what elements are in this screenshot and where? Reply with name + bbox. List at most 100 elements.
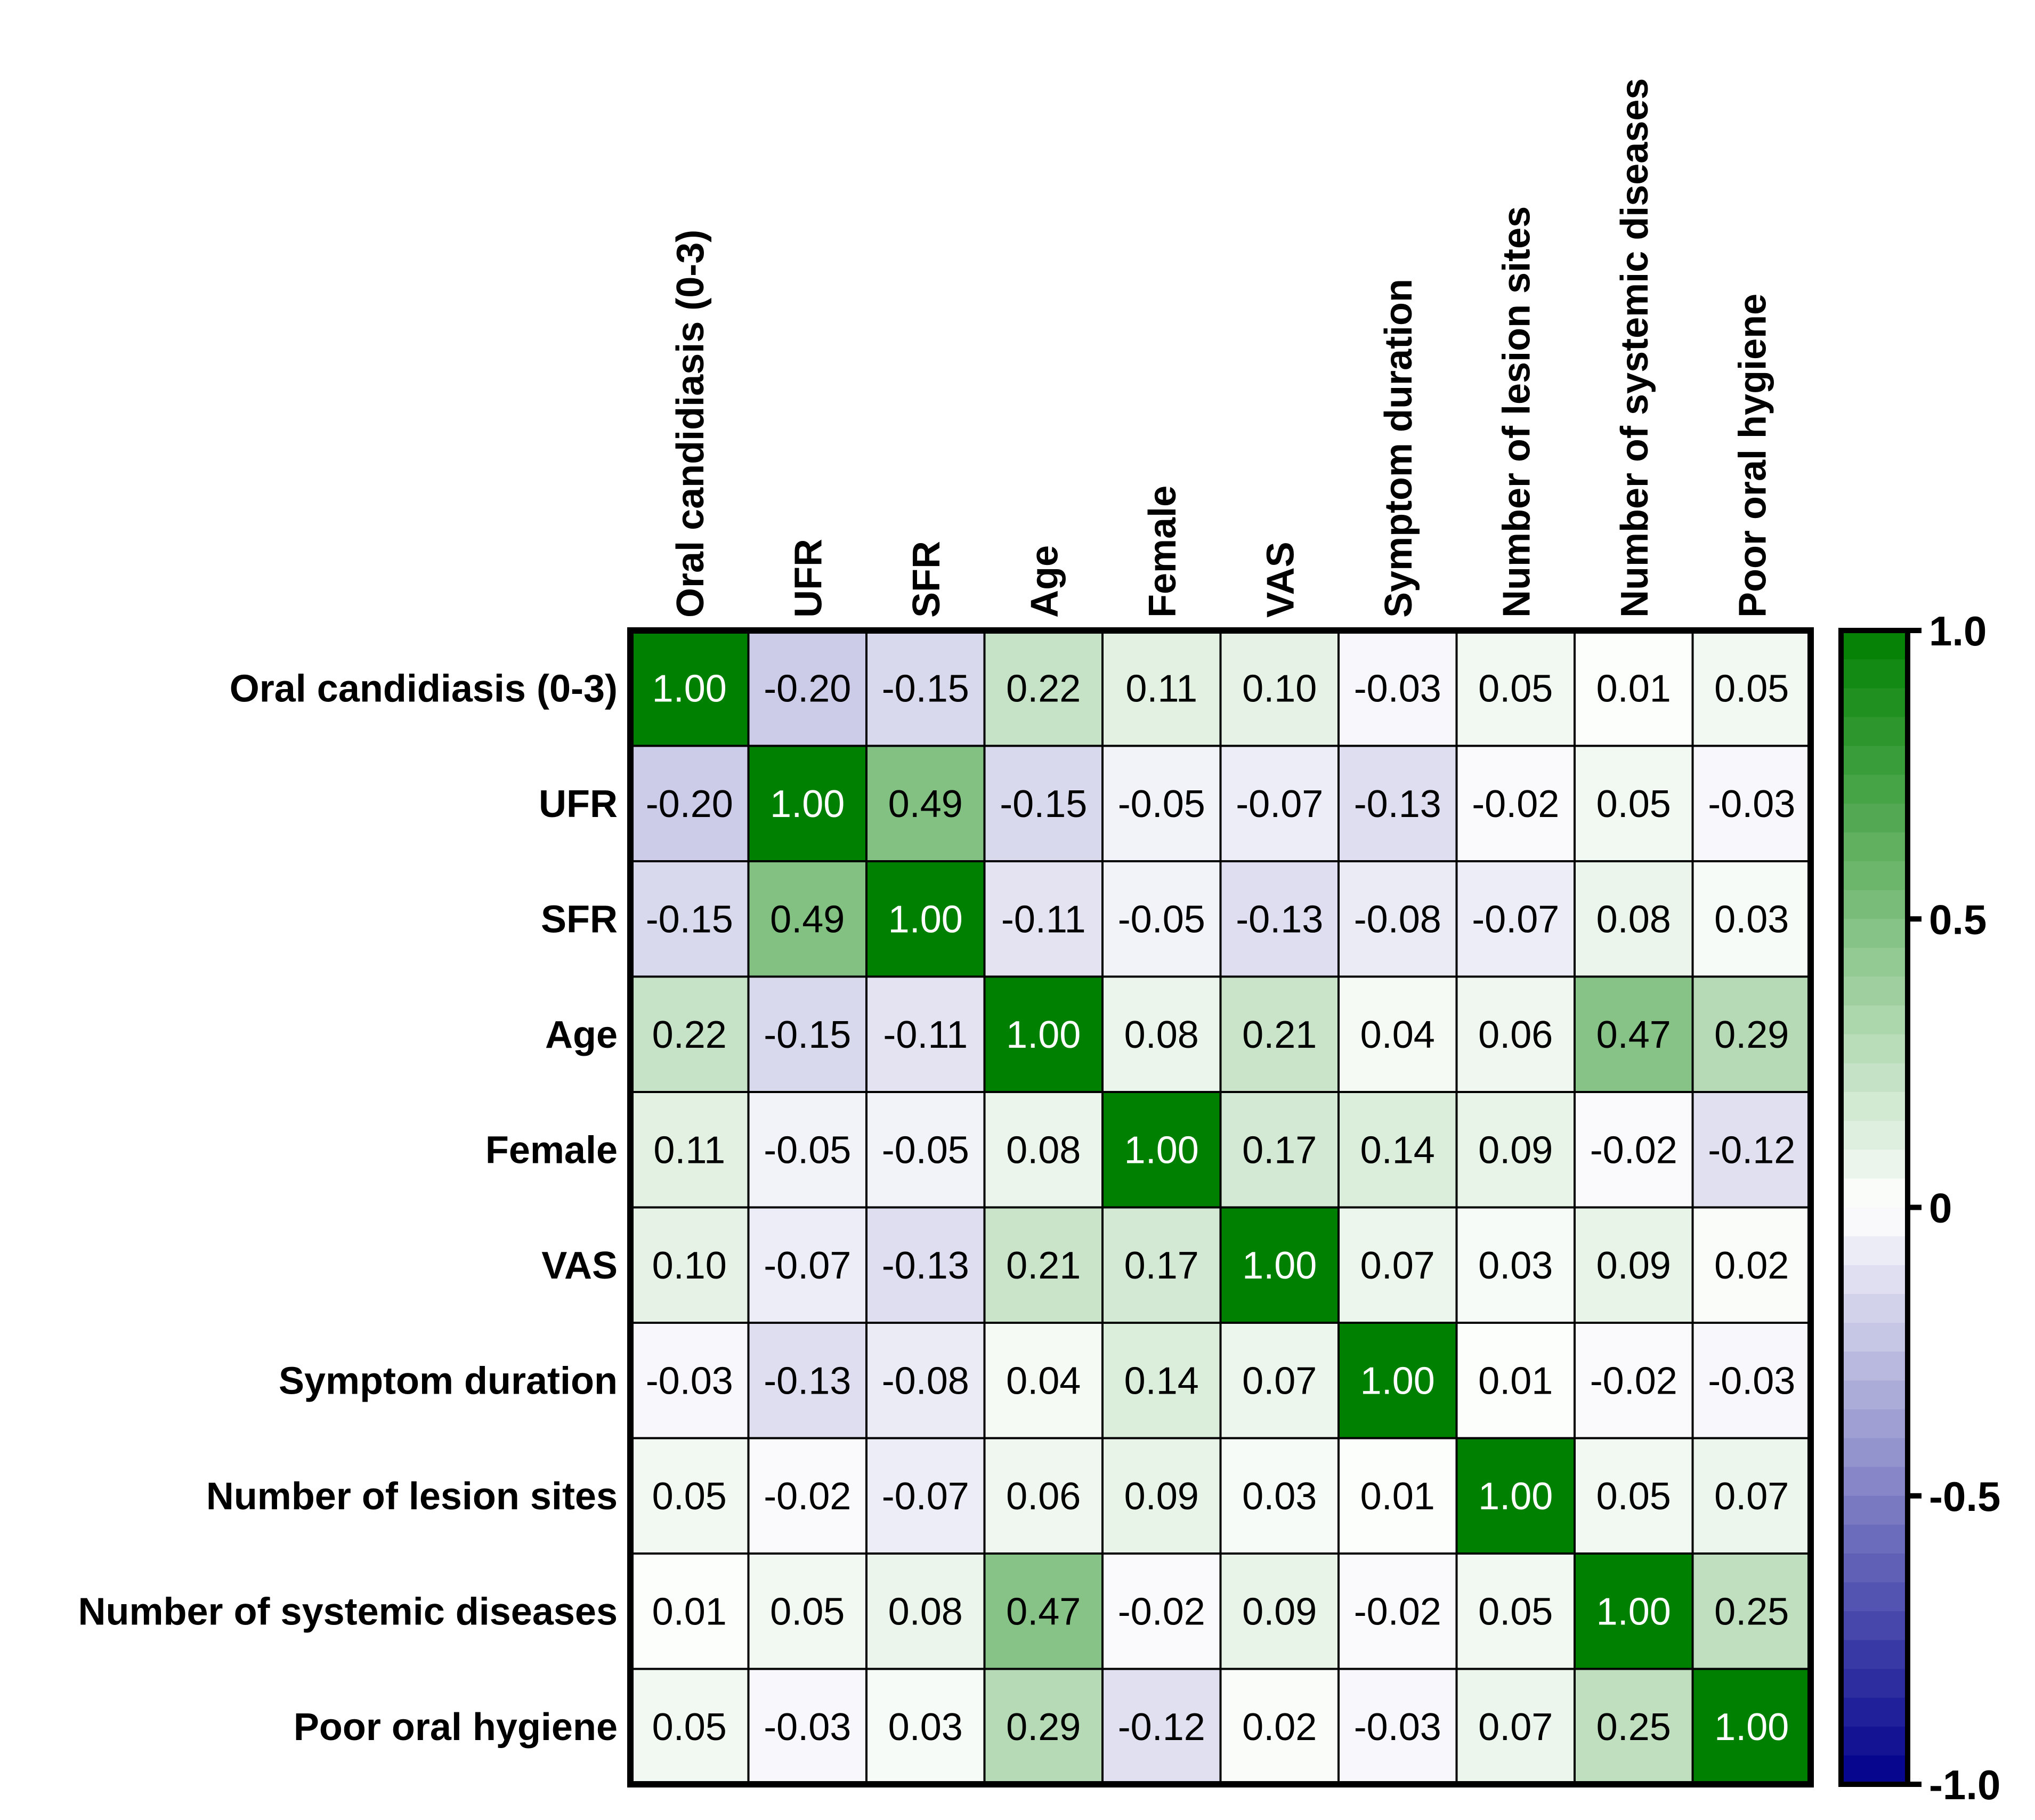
heatmap-cell (1337, 860, 1458, 978)
heatmap-cell (747, 745, 867, 862)
heatmap-cell (1455, 1437, 1576, 1555)
heatmap-cell (1337, 1091, 1458, 1209)
heatmap-cell (1455, 1322, 1576, 1439)
heatmap-cell (1219, 1322, 1340, 1439)
cell-value-label: 0.06 (1006, 1475, 1081, 1518)
cell-value-label: -0.20 (764, 667, 851, 710)
cell-value-label: -0.12 (1118, 1706, 1205, 1749)
row-label-number-of-lesion-sites: Number of lesion sites (206, 1475, 618, 1518)
colorbar-band (1841, 1409, 1908, 1439)
row-label-age: Age (545, 1014, 618, 1056)
cell-value-label: 0.03 (888, 1706, 963, 1749)
colorbar-band (1841, 1611, 1908, 1641)
heatmap-cell (1691, 1091, 1812, 1209)
colorbar-band (1841, 717, 1908, 747)
cell-value-label: 0.01 (1596, 667, 1671, 710)
colorbar-ticks: 1.0 0.5 0 -0.5 -1.0 (1908, 608, 2000, 1808)
cell-value-label: 0.22 (1006, 667, 1081, 710)
heatmap-cell (1455, 1091, 1576, 1209)
column-labels: Oral candidiasis (0-3) UFR SFR Age Female VAS… (669, 78, 1774, 618)
cell-value-label: -0.07 (1236, 783, 1323, 826)
heatmap-cell (983, 1322, 1104, 1439)
cell-value-label: -0.15 (764, 1014, 851, 1056)
colorbar-band (1841, 774, 1908, 804)
cell-value-label: 1.00 (1714, 1706, 1789, 1749)
heatmap-frame (627, 627, 1814, 1787)
heatmap-cells: 1.00 -0.20 -0.15 0.22 0.11 0.10 -0.03 0.05 0.01 0… (629, 629, 1812, 1785)
cell-value-label: 0.21 (1006, 1244, 1081, 1287)
colorbar-band (1841, 1554, 1908, 1583)
cell-value-label: 0.05 (1714, 667, 1789, 710)
cell-value-label: 1.00 (770, 783, 845, 826)
heatmap-cell (1691, 1668, 1812, 1785)
heatmap-cell (1691, 629, 1812, 747)
cell-value-label: 0.14 (1124, 1360, 1199, 1402)
cell-value-label: 0.07 (1714, 1475, 1789, 1518)
cell-value-label: 0.04 (1360, 1014, 1435, 1056)
heatmap-cell (747, 1552, 867, 1670)
cell-value-label: 0.01 (652, 1590, 727, 1633)
colorbar-band (1841, 948, 1908, 977)
cell-value-label: -0.03 (1708, 783, 1795, 826)
colorbar-band (1841, 1726, 1908, 1756)
cell-value-label: -0.03 (1708, 1360, 1795, 1402)
heatmap-cell (1574, 1552, 1694, 1670)
heatmap-cell (1337, 1437, 1458, 1555)
heatmap-cell (1101, 1552, 1222, 1670)
colorbar-band (1841, 890, 1908, 920)
heatmap-cell (629, 629, 750, 747)
heatmap-cell (747, 1091, 867, 1209)
heatmap-cell (1574, 1206, 1694, 1324)
heatmap-cell (1219, 1091, 1340, 1209)
heatmap-cell (1691, 1322, 1812, 1439)
row-label-symptom-duration: Symptom duration (279, 1360, 618, 1402)
heatmap-cell (1101, 1206, 1222, 1324)
cell-value-label: 1.00 (1242, 1244, 1317, 1287)
cell-value-label: 1.00 (1360, 1360, 1435, 1402)
cell-value-label: 1.00 (1124, 1129, 1199, 1171)
cell-value-label: 0.07 (1360, 1244, 1435, 1287)
heatmap-cell (1574, 745, 1694, 862)
cell-value-label: 0.17 (1242, 1129, 1317, 1171)
colorbar-band (1841, 1293, 1908, 1323)
colorbar-tick-label: 1.0 (1929, 608, 1987, 654)
cell-value-label: -0.15 (882, 667, 969, 710)
cell-value-label: 0.21 (1242, 1014, 1317, 1056)
cell-value-label: -0.13 (764, 1360, 851, 1402)
heatmap-cell (865, 1091, 986, 1209)
cell-value-label: 0.03 (1714, 898, 1789, 941)
row-label-number-of-systemic-diseases: Number of systemic diseases (78, 1590, 618, 1633)
column-label-female: Female (1141, 486, 1184, 618)
colorbar-band (1841, 832, 1908, 862)
cell-value-label: -0.03 (1354, 1706, 1441, 1749)
colorbar-band (1841, 1697, 1908, 1727)
column-label-sfr: SFR (905, 541, 948, 618)
colorbar-band (1841, 1352, 1908, 1381)
heatmap-cell (1337, 1322, 1458, 1439)
heatmap-cell (983, 1206, 1104, 1324)
colorbar-tick-label: 0 (1929, 1185, 1952, 1232)
cell-value-label: 0.05 (652, 1706, 727, 1749)
heatmap-cell (1219, 629, 1340, 747)
heatmap-cell (1101, 1091, 1222, 1209)
cell-value-label: 0.08 (1124, 1014, 1199, 1056)
heatmap-cell (629, 975, 750, 1093)
heatmap-cell (629, 1668, 750, 1785)
cell-value-label: 0.05 (1596, 1475, 1671, 1518)
heatmap-cell (983, 1552, 1104, 1670)
cell-value-label: 0.03 (1242, 1475, 1317, 1518)
colorbar-band (1841, 1121, 1908, 1151)
cell-value-label: 0.10 (652, 1244, 727, 1287)
colorbar-band (1841, 630, 1908, 660)
cell-value-label: 0.05 (1596, 783, 1671, 826)
cell-value-label: 0.02 (1242, 1706, 1317, 1749)
heatmap-cell (983, 1668, 1104, 1785)
heatmap-cell (1455, 1552, 1576, 1670)
cell-value-label: -0.20 (646, 783, 733, 826)
column-label-ufr: UFR (787, 539, 830, 618)
cell-value-label: 0.14 (1360, 1129, 1435, 1171)
colorbar-band (1841, 861, 1908, 891)
cell-value-label: 0.05 (652, 1475, 727, 1518)
cell-value-label: 0.09 (1124, 1475, 1199, 1518)
cell-value-label: 0.05 (770, 1590, 845, 1633)
